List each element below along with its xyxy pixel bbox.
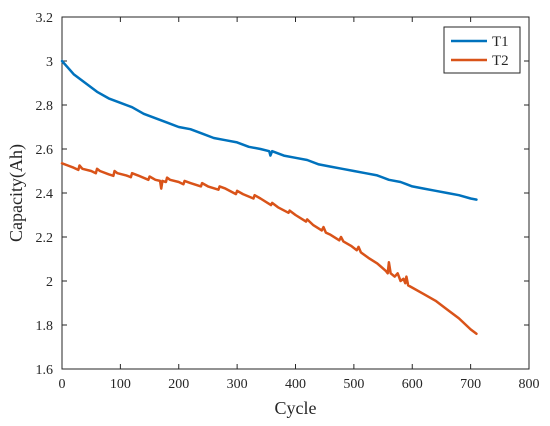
legend-label-t2: T2: [492, 53, 509, 69]
series-line-t1: [60, 59, 478, 201]
x-tick-label: 800: [519, 377, 540, 392]
series-lines: [60, 59, 478, 336]
y-tick-label: 3: [46, 55, 53, 70]
y-tick-label: 2.4: [36, 187, 54, 202]
x-tick-label: 700: [460, 377, 481, 392]
y-tick-label: 2.2: [36, 231, 54, 246]
x-tick-label: 400: [285, 377, 306, 392]
y-tick-label: 3.2: [36, 11, 54, 26]
x-axis-title: Cycle: [275, 398, 317, 418]
x-tick-label: 0: [59, 377, 66, 392]
legend: T1 T2: [443, 26, 521, 74]
y-tick-label: 1.8: [36, 319, 54, 334]
axis-tick-labels: 0 100 200 300 400 500 600 700 800 1.6 1.8 2 2.2 2.4 2.…: [36, 11, 540, 392]
legend-box: [443, 26, 521, 74]
x-tick-label: 500: [343, 377, 364, 392]
x-tick-label: 300: [227, 377, 248, 392]
legend-label-t1: T1: [492, 34, 509, 50]
y-tick-label: 2: [46, 275, 53, 290]
y-axis-title: Capacity(Ah): [6, 144, 27, 242]
axis-ticks: [61, 16, 530, 370]
x-tick-label: 100: [110, 377, 131, 392]
x-tick-label: 600: [402, 377, 423, 392]
y-tick-label: 2.8: [36, 99, 54, 114]
y-tick-label: 2.6: [36, 143, 54, 158]
series-line-t2: [60, 162, 478, 336]
y-tick-label: 1.6: [36, 363, 54, 378]
x-tick-label: 200: [168, 377, 189, 392]
